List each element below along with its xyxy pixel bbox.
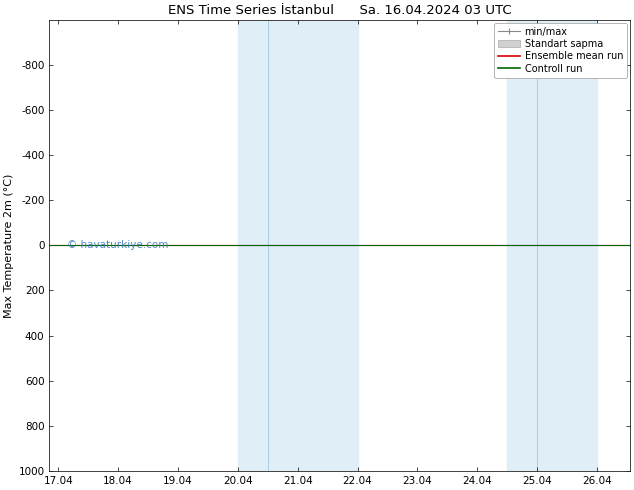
- Bar: [507, 20, 597, 471]
- Y-axis label: Max Temperature 2m (°C): Max Temperature 2m (°C): [4, 173, 14, 318]
- Bar: [238, 20, 358, 471]
- Text: © havaturkiye.com: © havaturkiye.com: [67, 240, 168, 249]
- Legend: min/max, Standart sapma, Ensemble mean run, Controll run: min/max, Standart sapma, Ensemble mean r…: [495, 23, 627, 78]
- Title: ENS Time Series İstanbul      Sa. 16.04.2024 03 UTC: ENS Time Series İstanbul Sa. 16.04.2024 …: [168, 4, 512, 17]
